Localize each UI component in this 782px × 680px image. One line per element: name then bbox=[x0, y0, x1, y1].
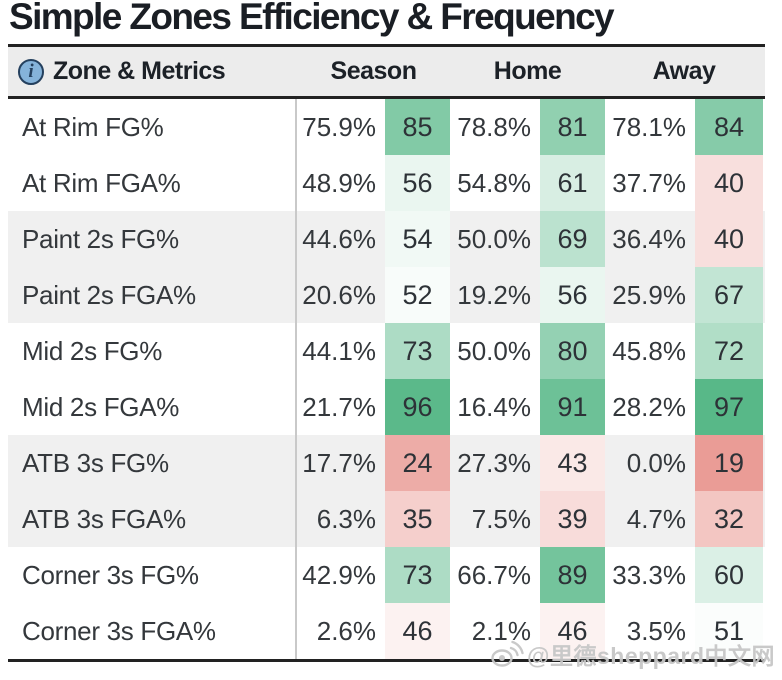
away-percentile: 72 bbox=[695, 323, 763, 379]
home-percentile: 89 bbox=[540, 547, 605, 603]
home-value: 54.8% bbox=[457, 167, 531, 198]
info-icon[interactable]: i bbox=[18, 58, 44, 85]
home-value: 50.0% bbox=[457, 335, 531, 366]
home-percentile: 61 bbox=[540, 155, 605, 211]
season-percentile: 54 bbox=[385, 211, 450, 267]
away-percentile: 97 bbox=[695, 379, 763, 435]
table-row: At Rim FG% 75.9% 85 78.8% 81 78.1% 84 bbox=[8, 99, 765, 155]
away-value: 45.8% bbox=[612, 335, 686, 366]
season-value: 17.7% bbox=[302, 447, 376, 478]
table-row: Mid 2s FGA% 21.7% 96 16.4% 91 28.2% 97 bbox=[8, 379, 765, 435]
watermark-text: @里德sheppard中文网 bbox=[527, 643, 775, 669]
season-percentile: 24 bbox=[385, 435, 450, 491]
home-percentile: 56 bbox=[540, 267, 605, 323]
away-percentile: 84 bbox=[695, 99, 763, 155]
away-value: 36.4% bbox=[612, 223, 686, 254]
column-group-away: Away bbox=[652, 57, 716, 85]
table-row: Paint 2s FGA% 20.6% 52 19.2% 56 25.9% 67 bbox=[8, 267, 765, 323]
table-row: Paint 2s FG% 44.6% 54 50.0% 69 36.4% 40 bbox=[8, 211, 765, 267]
home-value: 27.3% bbox=[457, 447, 531, 478]
away-percentile: 40 bbox=[695, 211, 763, 267]
zone-label: Corner 3s FG% bbox=[8, 547, 297, 603]
weibo-icon bbox=[490, 639, 524, 669]
bottom-divider bbox=[8, 659, 765, 662]
season-value: 2.6% bbox=[316, 615, 376, 646]
zone-label: Mid 2s FG% bbox=[8, 323, 297, 379]
season-percentile: 52 bbox=[385, 267, 450, 323]
home-percentile: 39 bbox=[540, 491, 605, 547]
zone-metrics-header-label: Zone & Metrics bbox=[53, 57, 226, 85]
home-value: 7.5% bbox=[471, 503, 531, 534]
away-value: 78.1% bbox=[612, 111, 686, 142]
table-row: At Rim FGA% 48.9% 56 54.8% 61 37.7% 40 bbox=[8, 155, 765, 211]
away-percentile: 40 bbox=[695, 155, 763, 211]
zone-label: ATB 3s FG% bbox=[8, 435, 297, 491]
table-row: ATB 3s FGA% 6.3% 35 7.5% 39 4.7% 32 bbox=[8, 491, 765, 547]
zone-label: Paint 2s FG% bbox=[8, 211, 297, 267]
away-percentile: 19 bbox=[695, 435, 763, 491]
home-value: 19.2% bbox=[457, 279, 531, 310]
table-body: At Rim FG% 75.9% 85 78.8% 81 78.1% 84 At… bbox=[8, 99, 765, 659]
season-percentile: 96 bbox=[385, 379, 450, 435]
zone-label: At Rim FG% bbox=[8, 99, 297, 155]
away-value: 37.7% bbox=[612, 167, 686, 198]
home-value: 16.4% bbox=[457, 391, 531, 422]
home-percentile: 43 bbox=[540, 435, 605, 491]
season-value: 44.1% bbox=[302, 335, 376, 366]
home-value: 2.1% bbox=[471, 615, 531, 646]
zone-label: ATB 3s FGA% bbox=[8, 491, 297, 547]
home-percentile: 81 bbox=[540, 99, 605, 155]
table-row: Corner 3s FG% 42.9% 73 66.7% 89 33.3% 60 bbox=[8, 547, 765, 603]
away-value: 4.7% bbox=[626, 503, 686, 534]
table-header: i Zone & Metrics Season Home Away bbox=[8, 47, 765, 99]
away-percentile: 67 bbox=[695, 267, 763, 323]
table-row: Corner 3s FGA% 2.6% 46 2.1% 46 3.5% 51 bbox=[8, 603, 765, 659]
zone-label: Mid 2s FGA% bbox=[8, 379, 297, 435]
away-value: 0.0% bbox=[626, 447, 686, 478]
away-percentile: 60 bbox=[695, 547, 763, 603]
away-percentile: 32 bbox=[695, 491, 763, 547]
season-percentile: 46 bbox=[385, 603, 450, 659]
home-percentile: 80 bbox=[540, 323, 605, 379]
zone-label: Paint 2s FGA% bbox=[8, 267, 297, 323]
column-group-season: Season bbox=[330, 57, 417, 85]
home-value: 78.8% bbox=[457, 111, 531, 142]
title-divider bbox=[8, 44, 765, 47]
home-percentile: 46 bbox=[540, 603, 605, 659]
zone-label: At Rim FGA% bbox=[8, 155, 297, 211]
table-row: Mid 2s FG% 44.1% 73 50.0% 80 45.8% 72 bbox=[8, 323, 765, 379]
home-value: 50.0% bbox=[457, 223, 531, 254]
page-title: Simple Zones Efficiency & Frequency bbox=[9, 0, 615, 37]
away-value: 25.9% bbox=[612, 279, 686, 310]
season-value: 20.6% bbox=[302, 279, 376, 310]
zone-label: Corner 3s FGA% bbox=[8, 603, 297, 659]
season-percentile: 56 bbox=[385, 155, 450, 211]
season-value: 42.9% bbox=[302, 559, 376, 590]
season-percentile: 73 bbox=[385, 323, 450, 379]
home-percentile: 91 bbox=[540, 379, 605, 435]
away-value: 33.3% bbox=[612, 559, 686, 590]
season-value: 21.7% bbox=[302, 391, 376, 422]
home-percentile: 69 bbox=[540, 211, 605, 267]
column-group-home: Home bbox=[493, 57, 562, 85]
zone-metrics-header: i Zone & Metrics bbox=[8, 57, 297, 86]
season-value: 75.9% bbox=[302, 111, 376, 142]
season-percentile: 73 bbox=[385, 547, 450, 603]
season-value: 44.6% bbox=[302, 223, 376, 254]
season-percentile: 85 bbox=[385, 99, 450, 155]
away-value: 3.5% bbox=[626, 615, 686, 646]
season-value: 48.9% bbox=[302, 167, 376, 198]
table-row: ATB 3s FG% 17.7% 24 27.3% 43 0.0% 19 bbox=[8, 435, 765, 491]
away-percentile: 51 bbox=[695, 603, 763, 659]
watermark: @里德sheppard中文网 bbox=[490, 637, 775, 671]
away-value: 28.2% bbox=[612, 391, 686, 422]
season-percentile: 35 bbox=[385, 491, 450, 547]
home-value: 66.7% bbox=[457, 559, 531, 590]
season-value: 6.3% bbox=[316, 503, 376, 534]
